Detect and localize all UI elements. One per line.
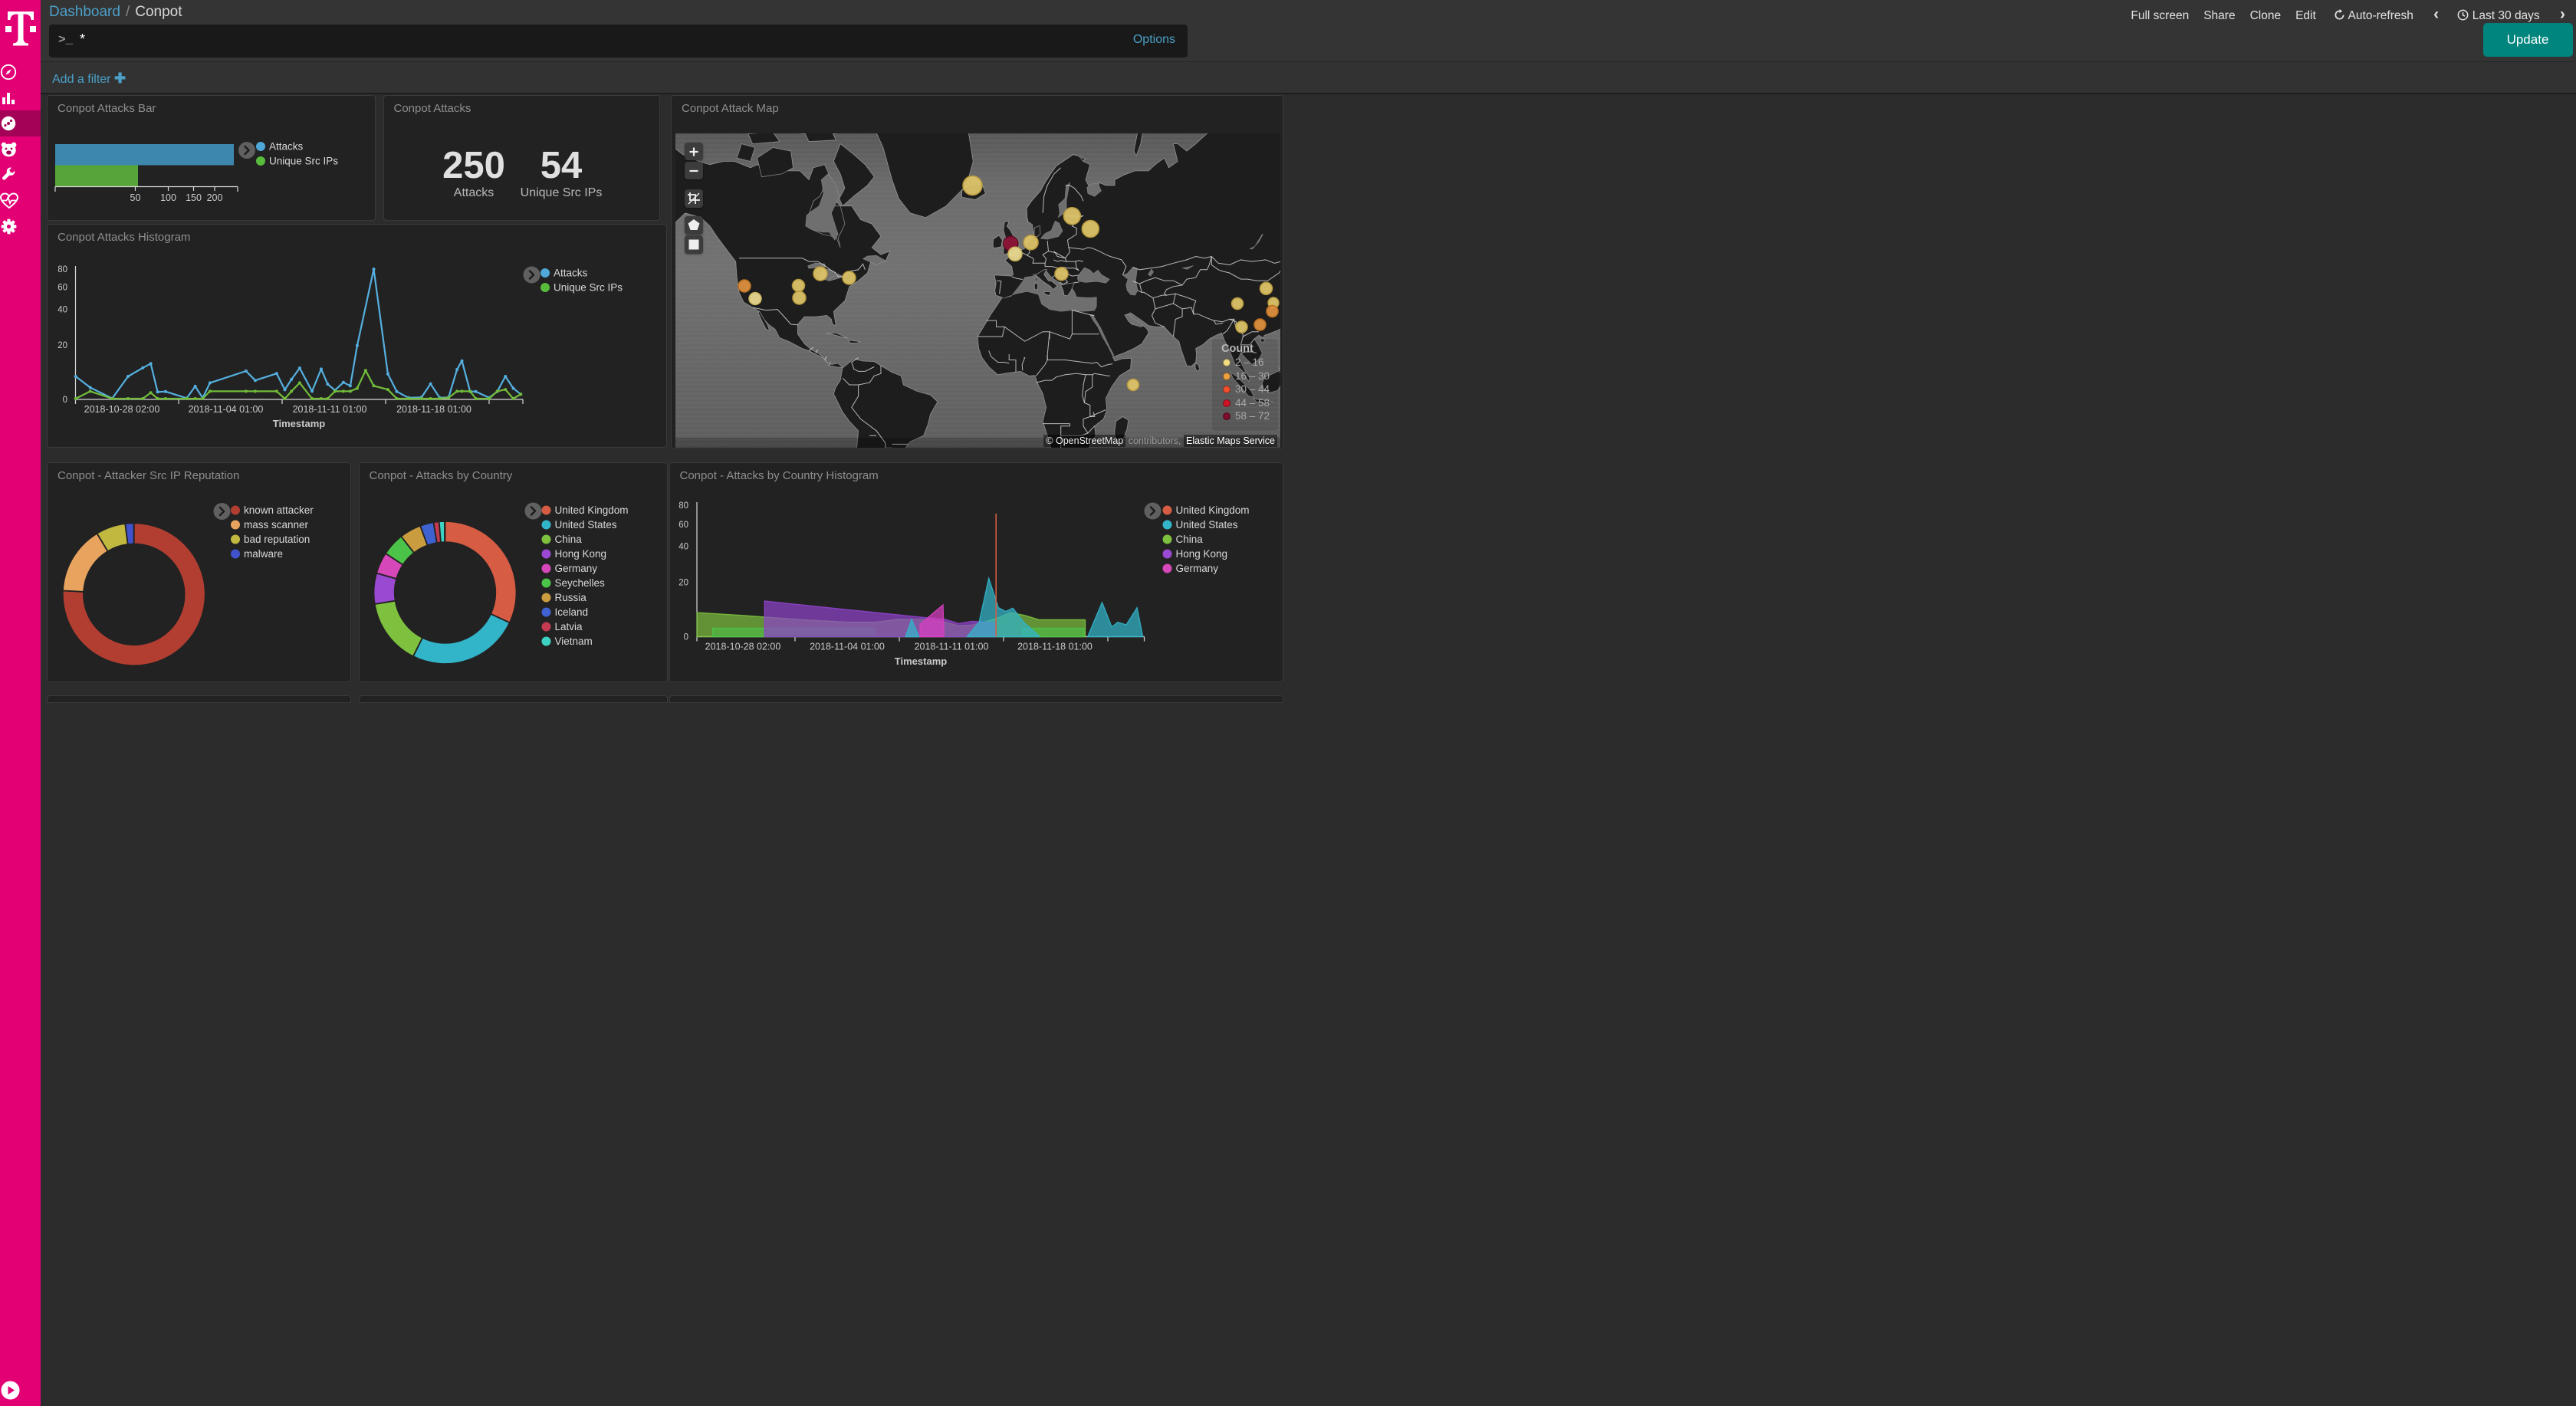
svg-text:0: 0 [683, 632, 688, 642]
svg-text:0: 0 [63, 396, 67, 405]
svg-text:20: 20 [58, 341, 67, 350]
svg-text:Germany: Germany [1175, 563, 1218, 574]
svg-text:China: China [554, 534, 582, 545]
svg-text:Hong Kong: Hong Kong [554, 548, 606, 560]
svg-text:2018-11-11 01:00: 2018-11-11 01:00 [293, 404, 367, 415]
svg-text:Timestamp: Timestamp [273, 418, 325, 429]
svg-text:2018-11-18 01:00: 2018-11-18 01:00 [396, 404, 472, 415]
svg-text:2018-10-28 02:00: 2018-10-28 02:00 [84, 404, 160, 415]
svg-text:80: 80 [678, 501, 688, 511]
svg-text:60: 60 [678, 521, 688, 530]
svg-text:Russia: Russia [554, 592, 586, 603]
svg-text:40: 40 [58, 306, 67, 315]
svg-text:Germany: Germany [554, 563, 597, 574]
svg-text:50: 50 [130, 192, 141, 203]
svg-text:Attacks: Attacks [269, 141, 304, 153]
svg-text:Vietnam: Vietnam [554, 636, 592, 647]
svg-text:60: 60 [58, 284, 67, 293]
svg-text:Seychelles: Seychelles [554, 577, 605, 589]
svg-text:2018-11-11 01:00: 2018-11-11 01:00 [914, 641, 988, 652]
svg-text:2018-11-18 01:00: 2018-11-18 01:00 [1017, 641, 1092, 652]
svg-text:Unique Src IPs: Unique Src IPs [269, 156, 338, 167]
svg-text:150: 150 [186, 192, 202, 203]
svg-text:United Kingdom: United Kingdom [1175, 504, 1249, 516]
svg-text:Hong Kong: Hong Kong [1175, 548, 1227, 560]
svg-text:mass scanner: mass scanner [244, 519, 309, 531]
svg-text:100: 100 [160, 192, 176, 203]
svg-text:bad reputation: bad reputation [244, 534, 310, 545]
svg-text:2018-11-04 01:00: 2018-11-04 01:00 [189, 404, 264, 415]
svg-text:malware: malware [244, 548, 283, 560]
svg-text:Latvia: Latvia [554, 621, 583, 632]
svg-text:United States: United States [1175, 519, 1237, 531]
svg-text:40: 40 [678, 542, 688, 551]
svg-text:known attacker: known attacker [244, 504, 314, 516]
svg-text:United States: United States [554, 519, 616, 531]
svg-text:China: China [1175, 534, 1203, 545]
svg-text:2018-11-04 01:00: 2018-11-04 01:00 [810, 641, 885, 652]
svg-text:United Kingdom: United Kingdom [554, 504, 628, 516]
svg-text:Timestamp: Timestamp [894, 655, 946, 667]
svg-text:80: 80 [58, 265, 67, 274]
svg-text:2018-10-28 02:00: 2018-10-28 02:00 [705, 641, 780, 652]
svg-text:Attacks: Attacks [554, 268, 588, 279]
svg-text:20: 20 [678, 578, 688, 587]
svg-text:200: 200 [207, 192, 223, 203]
svg-text:Iceland: Iceland [554, 606, 588, 618]
svg-text:Unique Src IPs: Unique Src IPs [554, 282, 623, 294]
